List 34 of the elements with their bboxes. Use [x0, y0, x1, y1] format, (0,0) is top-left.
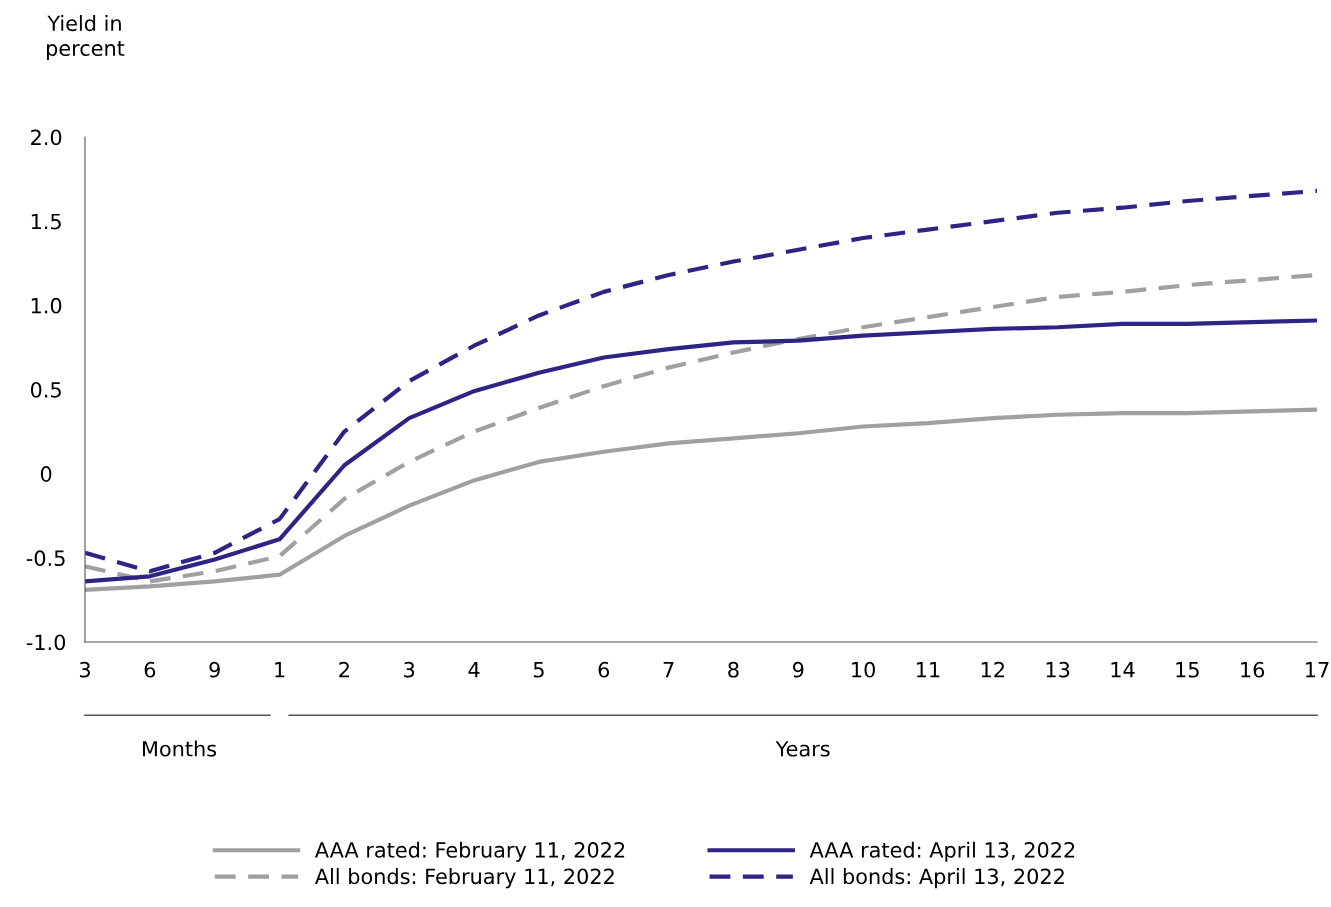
- x-tick-label: 3: [404, 661, 415, 678]
- x-tick-label: 10: [852, 661, 875, 678]
- x-tick-label: 5: [533, 662, 544, 678]
- y-tick-label: 0.5: [30, 381, 61, 398]
- y-tick-label: 1.0: [31, 297, 62, 314]
- x-tick-label: 2: [339, 661, 349, 678]
- x-tick-label: 14: [1111, 662, 1135, 678]
- x-tick-label: 6: [598, 661, 610, 678]
- legend-label: AAA rated: April 13, 2022: [809, 841, 1075, 862]
- x-tick-label: 7: [663, 662, 674, 678]
- x-tick-label: 11: [916, 662, 940, 678]
- x-tick-label: 9: [209, 661, 220, 678]
- y-tick-label: -1.0: [26, 634, 66, 651]
- x-tick-label: 17: [1306, 662, 1329, 678]
- y-tick-label: 1.5: [31, 213, 61, 230]
- x-tick-label: 6: [144, 661, 156, 678]
- legend-label: All bonds: April 13, 2022: [809, 868, 1064, 889]
- legend-label: AAA rated: February 11, 2022: [314, 841, 625, 862]
- x-tick-label: 4: [468, 662, 480, 678]
- text: Months: [142, 740, 217, 757]
- x-tick-label: 3: [79, 661, 90, 678]
- x-tick-label: 8: [728, 661, 739, 678]
- x-tick-label: 12: [981, 661, 1004, 678]
- x-tick-label: 1: [275, 662, 285, 678]
- x-tick-label: 13: [1046, 661, 1070, 678]
- y-tick-label: 2.0: [31, 129, 62, 146]
- legend-label: All bonds: February 11, 2022: [314, 868, 614, 889]
- x-tick-label: 16: [1241, 661, 1265, 678]
- x-tick-label: 15: [1176, 662, 1199, 678]
- text: Years: [775, 741, 830, 757]
- y-tick-label: 0: [40, 466, 52, 482]
- y-tick-label: -0.5: [26, 550, 65, 567]
- x-tick-label: 9: [792, 661, 804, 678]
- y-axis-title: Yield in percent: [47, 15, 125, 61]
